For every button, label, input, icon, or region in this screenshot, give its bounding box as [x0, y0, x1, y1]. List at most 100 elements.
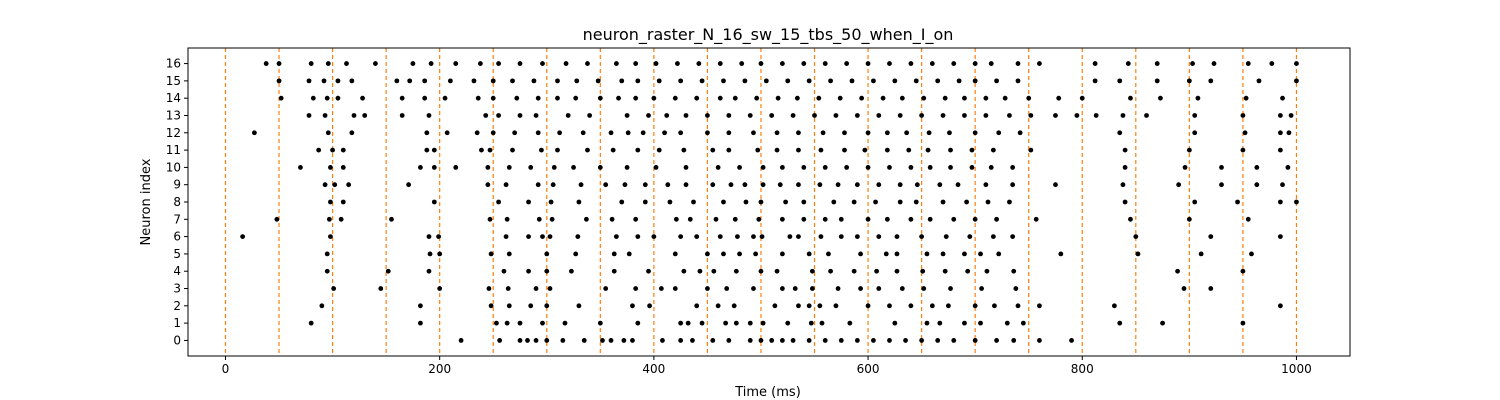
- spike-point: [325, 130, 331, 136]
- spike-point: [1186, 78, 1192, 84]
- spike-point: [894, 251, 900, 257]
- spike-point: [667, 199, 673, 205]
- spike-point: [871, 338, 876, 343]
- spike-points: [240, 61, 1299, 343]
- spike-point: [488, 303, 494, 309]
- y-tick-label: 12: [166, 126, 181, 140]
- spike-point: [969, 164, 975, 170]
- spike-point: [751, 130, 756, 136]
- spike-point: [298, 164, 303, 170]
- spike-point: [630, 338, 635, 343]
- spike-point: [547, 234, 553, 240]
- spike-point: [940, 113, 946, 118]
- spike-point: [569, 268, 574, 274]
- spike-point: [633, 95, 639, 101]
- spike-point: [1154, 78, 1160, 84]
- spike-point: [1240, 268, 1246, 274]
- spike-point: [646, 268, 651, 274]
- spike-point: [531, 78, 537, 84]
- spike-point: [349, 78, 355, 84]
- spike-point: [769, 113, 775, 118]
- spike-point: [535, 130, 541, 136]
- spike-point: [1294, 61, 1299, 66]
- spike-point: [694, 95, 700, 101]
- spike-point: [555, 147, 560, 153]
- spike-point: [560, 338, 566, 343]
- spike-point: [942, 95, 948, 101]
- spike-point: [573, 251, 579, 257]
- spike-point: [428, 61, 434, 66]
- spike-point: [485, 164, 491, 170]
- spike-point: [924, 320, 930, 326]
- spike-point: [431, 164, 437, 170]
- spike-point: [962, 320, 967, 326]
- spike-point: [1208, 78, 1214, 84]
- spike-point: [742, 182, 748, 188]
- spike-point: [1015, 78, 1021, 84]
- x-tick-label: 0: [222, 362, 230, 376]
- spike-point: [1092, 78, 1098, 84]
- spike-point: [743, 199, 749, 205]
- spike-point: [849, 78, 855, 84]
- spike-point: [600, 338, 605, 343]
- spike-point: [992, 303, 997, 309]
- spike-point: [908, 216, 914, 222]
- spike-point: [1092, 61, 1098, 66]
- spike-point: [984, 268, 990, 274]
- spike-point: [774, 147, 780, 153]
- spike-point: [373, 61, 378, 66]
- spike-point: [278, 95, 284, 101]
- spike-point: [512, 130, 518, 136]
- spike-point: [822, 164, 828, 170]
- spike-point: [837, 95, 843, 101]
- spike-point: [754, 95, 760, 101]
- spike-point: [1286, 130, 1292, 136]
- spike-point: [624, 164, 630, 170]
- spike-point: [779, 216, 785, 222]
- spike-point: [819, 320, 825, 326]
- spike-point: [426, 113, 432, 118]
- spike-point: [595, 78, 601, 84]
- spike-point: [678, 234, 684, 240]
- x-tick-label: 600: [857, 362, 880, 376]
- spike-point: [394, 78, 400, 84]
- spike-point: [769, 338, 775, 343]
- spike-point: [947, 130, 952, 136]
- y-tick-label: 5: [173, 247, 181, 261]
- spike-point: [759, 234, 765, 240]
- spike-point: [906, 147, 912, 153]
- spike-point: [410, 61, 416, 66]
- spike-point: [1120, 182, 1126, 188]
- spike-point: [801, 61, 807, 66]
- spike-point: [1093, 113, 1099, 118]
- spike-point: [340, 147, 346, 153]
- spike-point: [833, 113, 839, 118]
- spike-point: [562, 320, 568, 326]
- spike-point: [1122, 147, 1128, 153]
- spike-point: [1181, 286, 1187, 291]
- spike-point: [711, 268, 717, 274]
- spike-point: [1079, 95, 1085, 101]
- spike-point: [927, 216, 933, 222]
- spike-point: [581, 338, 587, 343]
- spike-point: [1160, 320, 1165, 326]
- spike-point: [407, 78, 413, 84]
- spike-point: [735, 234, 740, 240]
- spike-point: [818, 147, 824, 153]
- spike-point: [563, 61, 569, 66]
- spike-point: [517, 320, 523, 326]
- spike-point: [276, 61, 282, 66]
- spike-point: [865, 164, 871, 170]
- spike-point: [1285, 164, 1291, 170]
- spike-point: [951, 338, 957, 343]
- spike-point: [892, 78, 898, 84]
- spike-point: [1135, 251, 1141, 257]
- spike-point: [929, 303, 935, 309]
- spike-point: [633, 61, 639, 66]
- spike-point: [731, 303, 737, 309]
- spike-point: [854, 234, 860, 240]
- spike-point: [962, 95, 967, 101]
- spike-point: [1245, 61, 1251, 66]
- spike-point: [876, 286, 882, 291]
- spike-point: [772, 303, 778, 309]
